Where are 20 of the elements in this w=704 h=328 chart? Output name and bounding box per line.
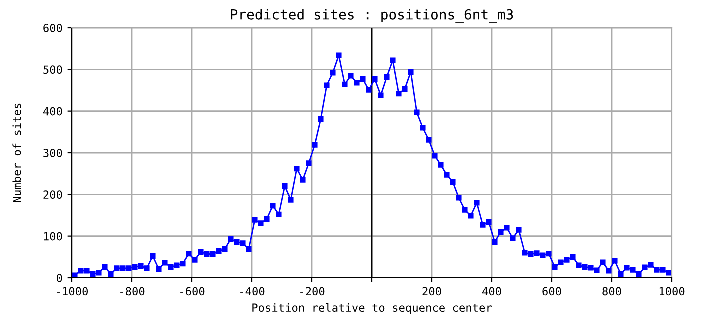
y-tick-label: 400 — [43, 107, 62, 116]
x-tick-label: 1000 — [660, 287, 685, 296]
x-tick-label: -800 — [120, 287, 145, 296]
x-tick-label: 400 — [482, 287, 502, 296]
x-tick-label: 600 — [542, 287, 562, 296]
x-tick-label: -600 — [180, 287, 205, 296]
x-tick-label: -1000 — [57, 287, 88, 296]
y-tick-label: 100 — [44, 232, 62, 241]
x-tick-label: 200 — [422, 287, 442, 296]
x-tick-label: 800 — [602, 287, 622, 296]
y-tick-label: 300 — [44, 149, 62, 158]
y-axis-title: Number of sites — [12, 104, 22, 202]
y-tick-label: 0 — [57, 274, 62, 282]
y-tick-label: 500 — [44, 66, 62, 74]
x-tick-label: -200 — [300, 287, 325, 296]
y-tick-label: 200 — [44, 190, 62, 200]
x-axis-title: Position relative to sequence center — [252, 303, 492, 314]
chart-title: Predicted sites : positions_6nt_m3 — [231, 9, 514, 23]
x-tick-label: -400 — [240, 287, 265, 296]
y-tick-label: 600 — [44, 24, 62, 32]
